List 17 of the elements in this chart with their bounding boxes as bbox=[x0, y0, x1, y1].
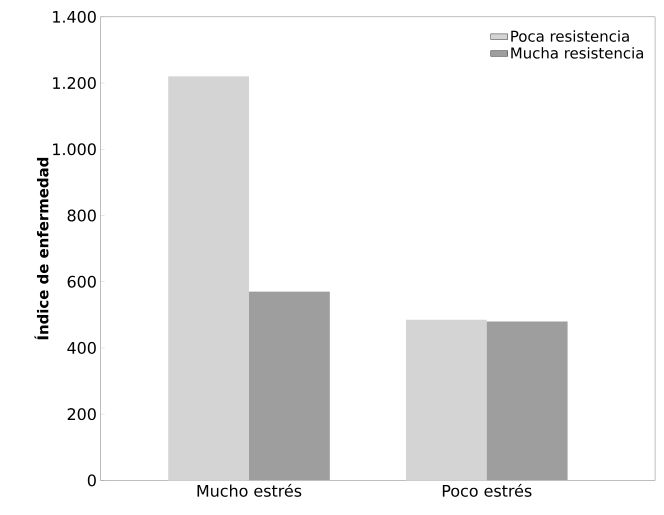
legend-label: Mucha resistencia bbox=[511, 47, 644, 59]
bar bbox=[406, 320, 487, 480]
y-tick-label: 1.200 bbox=[53, 77, 96, 90]
y-tick-label: 600 bbox=[68, 276, 96, 288]
bar bbox=[486, 321, 568, 480]
y-axis-title: Índice de enfermedad bbox=[34, 158, 49, 340]
y-tick-label: 1.000 bbox=[53, 143, 96, 156]
legend-label: Poca resistencia bbox=[511, 30, 629, 42]
bar bbox=[168, 76, 250, 480]
y-tick-label: 400 bbox=[67, 342, 96, 354]
y-tick-label: 1.400 bbox=[53, 10, 96, 23]
y-tick-label: 200 bbox=[68, 408, 96, 420]
x-tick-label: Poco estrés bbox=[442, 484, 532, 497]
y-tick-label: 800 bbox=[68, 209, 96, 222]
y-tick-label: 0 bbox=[88, 474, 96, 486]
x-tick-label: Mucho estrés bbox=[198, 484, 302, 497]
bar bbox=[249, 292, 330, 480]
